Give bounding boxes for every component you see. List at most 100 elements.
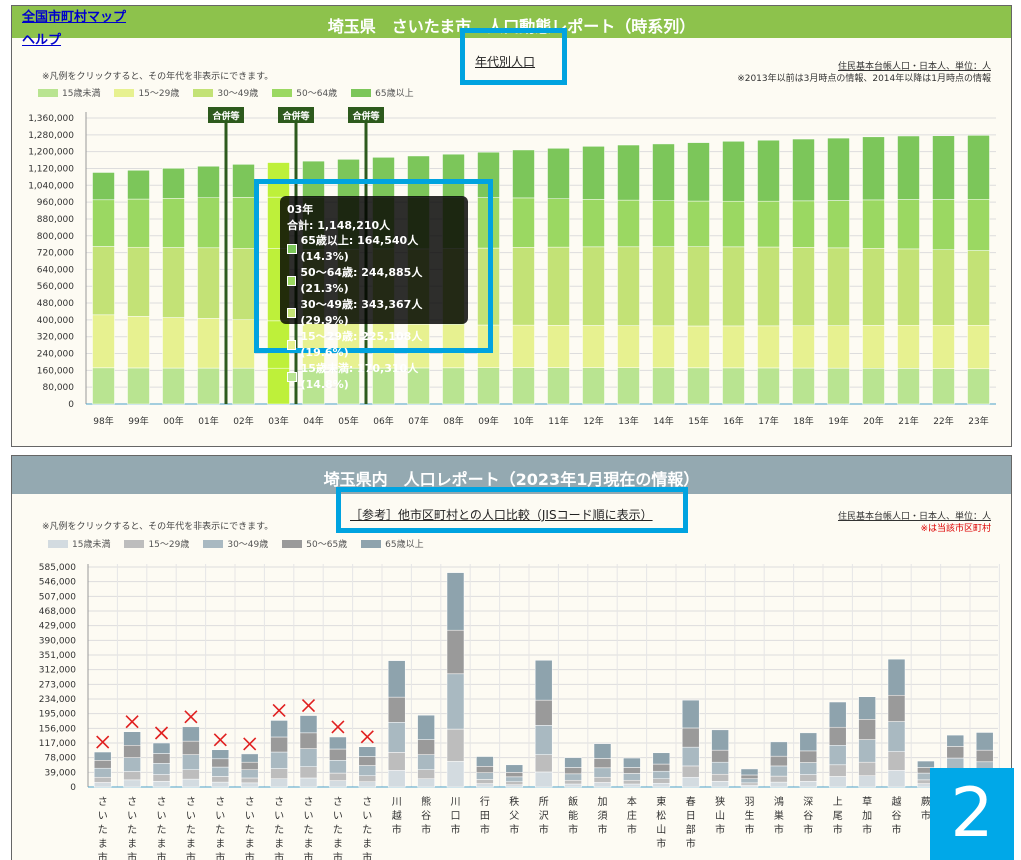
top-legend-item[interactable]: 30〜49歳 bbox=[193, 86, 258, 99]
x-tick-label: 19年 bbox=[828, 415, 848, 427]
bar-tooltip: 03年 合計: 1,148,210人 65歳以上: 164,540人 (14.3… bbox=[280, 196, 468, 391]
data-source: 住民基本台帳人口・日本人、単位：人 bbox=[837, 62, 991, 72]
bar-segment bbox=[123, 745, 141, 758]
bar-segment bbox=[446, 572, 465, 631]
bar-segment bbox=[329, 760, 347, 774]
bar-segment bbox=[534, 660, 553, 701]
bar-segment bbox=[93, 751, 112, 761]
x-tick-label-char: 加 bbox=[862, 810, 872, 822]
x-tick-label-char: 市 bbox=[245, 851, 255, 860]
bar-segment bbox=[623, 773, 641, 781]
y-tick-label: 160,000 bbox=[37, 366, 74, 376]
x-tick-label: 23年 bbox=[968, 415, 988, 427]
merger-marker-label-box bbox=[278, 107, 314, 123]
x-tick-label-char: 市 bbox=[892, 823, 902, 836]
x-tick-label-char: ま bbox=[127, 838, 137, 850]
bar-segment bbox=[975, 749, 994, 763]
x-tick-label-char: 鴻 bbox=[774, 795, 784, 808]
bar-segment bbox=[564, 757, 582, 768]
bar-segment bbox=[681, 746, 700, 767]
y-tick-label: 880,000 bbox=[37, 215, 74, 225]
top-legend-item[interactable]: 50〜64歳 bbox=[272, 86, 337, 99]
bar-segment bbox=[505, 764, 524, 773]
y-tick-label: 78,000 bbox=[45, 754, 77, 764]
current-city-mark bbox=[360, 730, 374, 744]
bar-segment bbox=[152, 763, 171, 775]
x-tick-label-char: 谷 bbox=[892, 810, 902, 822]
nationwide-map-link[interactable]: 全国市町村マップ bbox=[22, 10, 127, 25]
top-legend-item[interactable]: 15〜29歳 bbox=[114, 86, 179, 99]
x-tick-label-char: 市 bbox=[157, 851, 167, 860]
y-tick-label: 156,000 bbox=[39, 724, 76, 734]
bar-segment bbox=[617, 144, 640, 201]
bar-segment bbox=[534, 699, 553, 726]
x-tick-label-char: さ bbox=[362, 796, 372, 808]
bar-segment bbox=[211, 749, 230, 760]
x-tick-label-char: た bbox=[127, 824, 137, 836]
x-tick-label-char: 市 bbox=[539, 823, 549, 836]
step-badge: 2 bbox=[930, 768, 1014, 860]
tooltip-row: 65歳以上: 164,540人 (14.3%) bbox=[287, 233, 461, 265]
bar-segment bbox=[152, 742, 171, 754]
bottom-legend-label: 30〜49歳 bbox=[227, 540, 269, 550]
bar-segment bbox=[123, 771, 141, 781]
bar-segment bbox=[299, 777, 318, 788]
bottom-legend-item[interactable]: 15〜29歳 bbox=[124, 537, 189, 550]
x-tick-label: 03年 bbox=[268, 415, 288, 427]
age-group-tab[interactable]: 年代別人口 bbox=[475, 55, 536, 69]
y-tick-label: 234,000 bbox=[39, 695, 76, 705]
y-tick-label: 312,000 bbox=[39, 666, 76, 676]
bar-segment bbox=[770, 755, 788, 767]
bottom-legend-item[interactable]: 15歳未満 bbox=[48, 537, 110, 550]
bar-segment bbox=[887, 751, 906, 771]
x-tick-label-char: た bbox=[215, 824, 225, 836]
x-tick-label: 08年 bbox=[443, 415, 463, 427]
bar-segment bbox=[799, 732, 818, 752]
x-tick-label-char: 越 bbox=[392, 809, 402, 822]
highlight-box-tooltip bbox=[254, 179, 493, 353]
x-tick-label-char: 市 bbox=[421, 823, 431, 836]
x-tick-label-char: い bbox=[215, 811, 225, 822]
merger-marker-label-box bbox=[208, 107, 244, 123]
x-tick-label-char: ま bbox=[304, 838, 314, 850]
bar-segment bbox=[799, 781, 818, 788]
help-link[interactable]: ヘルプ bbox=[22, 33, 62, 48]
bar-segment bbox=[967, 135, 990, 200]
x-tick-label: 15年 bbox=[688, 415, 708, 427]
comparison-tab[interactable]: ［参考］他市区町村との人口比較（JISコード順に表示） bbox=[350, 508, 653, 522]
x-tick-label-char: い bbox=[127, 811, 137, 822]
bottom-legend-item[interactable]: 30〜49歳 bbox=[203, 537, 268, 550]
current-city-mark bbox=[272, 703, 286, 718]
bar-segment bbox=[93, 760, 112, 769]
bar-segment bbox=[182, 740, 200, 755]
x-tick-label: 21年 bbox=[898, 415, 918, 427]
comparison-panel: 埼玉県内 人口レポート（2023年1月現在の情報） ［参考］他市区町村との人口比… bbox=[11, 455, 1012, 860]
x-tick-label-char: ま bbox=[333, 838, 343, 850]
x-tick-label-char: 庄 bbox=[627, 809, 637, 822]
x-tick-label: 05年 bbox=[338, 415, 358, 427]
merger-marker-label: 合併等 bbox=[282, 110, 309, 122]
tooltip-swatch bbox=[287, 244, 297, 254]
x-tick-label: 10年 bbox=[513, 415, 533, 427]
highlight-box-comparison-tab bbox=[336, 487, 688, 533]
bottom-legend-swatch bbox=[124, 539, 145, 548]
bar-segment bbox=[681, 765, 700, 778]
bottom-legend: 15歳未満 15〜29歳 30〜49歳 50〜65歳 65歳以上 bbox=[48, 537, 424, 550]
x-tick-label-char: 父 bbox=[509, 810, 519, 822]
bar-segment bbox=[828, 726, 847, 746]
y-tick-label: 0 bbox=[70, 783, 76, 793]
x-tick-label: 13年 bbox=[618, 415, 638, 427]
x-tick-label-char: 市 bbox=[127, 851, 137, 860]
y-tick-label: 640,000 bbox=[37, 265, 74, 275]
x-tick-label-char: た bbox=[333, 824, 343, 836]
bar-segment bbox=[358, 746, 377, 757]
top-legend-item[interactable]: 65歳以上 bbox=[351, 86, 414, 99]
bottom-legend-item[interactable]: 50〜65歳 bbox=[282, 537, 347, 550]
bar-segment bbox=[476, 783, 494, 788]
bottom-legend-item[interactable]: 65歳以上 bbox=[361, 537, 424, 550]
x-tick-label-char: ま bbox=[245, 838, 255, 850]
x-tick-label-char: 山 bbox=[715, 810, 725, 822]
top-legend-item[interactable]: 15歳未満 bbox=[38, 86, 100, 99]
bar-segment bbox=[446, 728, 465, 762]
bar-segment bbox=[270, 778, 288, 788]
